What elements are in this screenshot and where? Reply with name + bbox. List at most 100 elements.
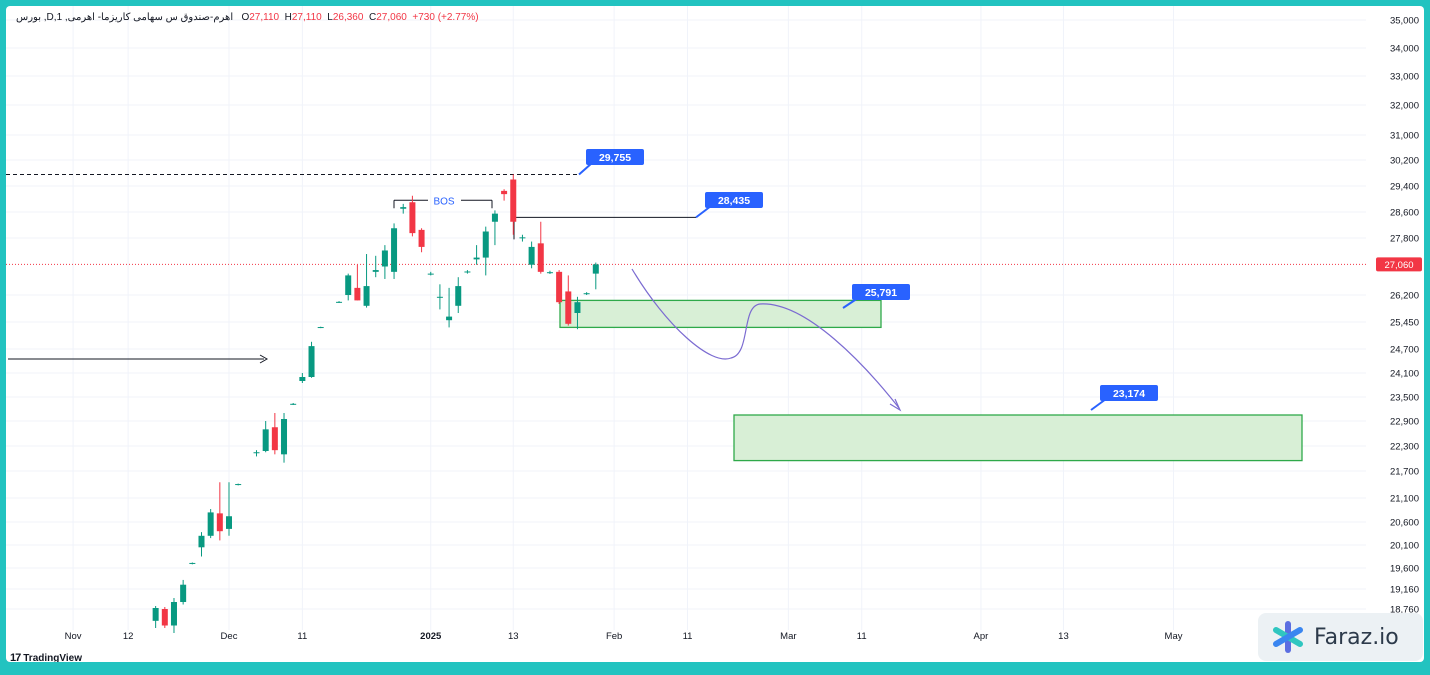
candle-body [372,270,379,272]
high-label: H [284,12,292,23]
candle-body [271,427,278,451]
y-axis-tick-label: 24,100 [1390,369,1419,380]
candle-body [482,231,489,258]
candle-body [519,237,526,239]
x-axis-tick-label: 13 [1058,631,1069,642]
y-axis-tick-label: 22,900 [1390,417,1419,428]
candle-body [207,512,214,536]
open-value: 27,110 [249,12,280,23]
y-axis-tick-label: 23,500 [1390,393,1419,404]
candle-body [546,272,553,274]
candle-body [317,327,324,329]
arrow-head-icon [259,354,269,364]
candle-body [391,228,398,272]
candle-body [574,302,581,313]
x-axis-tick-label: 2025 [420,631,442,642]
tradingview-label: TradingView [23,652,82,663]
price-callout-label: 23,174 [1113,388,1145,400]
candle-body [418,229,425,247]
candle-body [436,296,443,298]
candle-body [235,484,242,486]
bos-label: BOS [433,196,454,207]
x-axis-tick-label: Dec [221,631,238,642]
candle-body [226,516,232,529]
candle-body [556,271,563,303]
y-axis-tick-label: 21,100 [1390,494,1419,505]
demand-zone [733,414,1303,462]
candle-body [253,452,260,454]
x-axis-tick-label: Apr [974,631,989,642]
tradingview-icon: 17 [10,652,21,662]
projection-path [631,268,900,409]
change-value: +730 (+2.77%) [412,12,479,23]
candle-body [281,419,288,455]
candle-body [446,316,453,321]
last-price-badge [1376,257,1422,272]
faraz-label: Faraz.io [1314,624,1399,650]
x-axis-tick-label: Nov [65,631,82,642]
candle-body [400,207,407,209]
price-callout-box [1100,385,1158,401]
candle-body [592,264,599,274]
price-callout-box [586,149,644,165]
y-axis-tick-label: 26,200 [1390,291,1419,302]
high-value: 27,110 [291,12,322,23]
candle-body [152,608,159,621]
candle-body [427,273,434,275]
y-axis-tick-label: 19,600 [1390,564,1419,575]
y-axis-tick-label: 29,400 [1390,182,1419,193]
candle-body [583,293,590,295]
candle-body [455,286,462,306]
close-value: 27,060 [376,12,407,23]
candle-body [180,584,187,602]
x-axis-tick-label: 11 [297,631,307,642]
candle-body [198,535,205,548]
candle-body [189,562,196,564]
y-axis-tick-label: 27,800 [1390,234,1419,245]
faraz-logo-icon [1273,621,1303,653]
y-axis-tick-label: 19,160 [1390,585,1419,596]
y-axis-tick-label: 32,000 [1390,101,1419,112]
close-label: C [369,12,377,23]
price-callout-label: 25,791 [865,287,897,299]
candle-body [537,243,544,272]
y-axis-tick-label: 34,000 [1390,44,1419,55]
candle-body [528,246,535,265]
candle-body [464,271,471,273]
x-axis-tick-label: 13 [508,631,519,642]
candle-body [170,602,177,626]
low-label: L [327,12,333,23]
y-axis-tick-label: 22,300 [1390,442,1419,453]
y-axis-tick-label: 33,000 [1390,72,1419,83]
y-axis-tick-label: 30,200 [1390,156,1419,167]
low-value: 26,360 [332,12,364,23]
demand-zone [559,299,882,329]
price-chart[interactable]: BOS 29,755 28,435 25,791 23,174 35,000 34,000 3… [6,6,1424,662]
y-axis-tick-label: 21,700 [1390,467,1419,478]
x-axis-tick-label: Feb [606,631,622,642]
candle-body [290,403,297,405]
candle-body [501,190,508,195]
candle-body [381,250,388,267]
y-axis-tick-label: 18,760 [1390,605,1419,616]
candle-body [409,202,416,234]
candle-body [363,286,370,306]
candle-body [299,377,306,381]
price-callout-box [852,284,910,300]
y-axis-tick-label: 28,600 [1390,208,1419,219]
x-axis-tick-label: 11 [857,631,867,642]
y-axis-tick-label: 35,000 [1390,16,1419,27]
last-price-label: 27,060 [1384,260,1413,271]
y-axis-tick-label: 20,600 [1390,518,1419,529]
faraz-watermark: Faraz.io [1258,613,1423,661]
candle-body [161,609,168,626]
price-callout-label: 28,435 [718,195,750,207]
x-axis-tick-label: 12 [123,631,134,642]
price-callout-box [705,192,763,208]
candle-body [216,513,223,532]
projection-arrow-icon [889,398,902,412]
tradingview-logo[interactable]: 17 TradingView [10,652,82,662]
chart-panel[interactable]: BOS 29,755 28,435 25,791 23,174 35,000 34,000 3… [6,6,1424,662]
candle-body [308,346,315,377]
candle-body [473,257,480,260]
